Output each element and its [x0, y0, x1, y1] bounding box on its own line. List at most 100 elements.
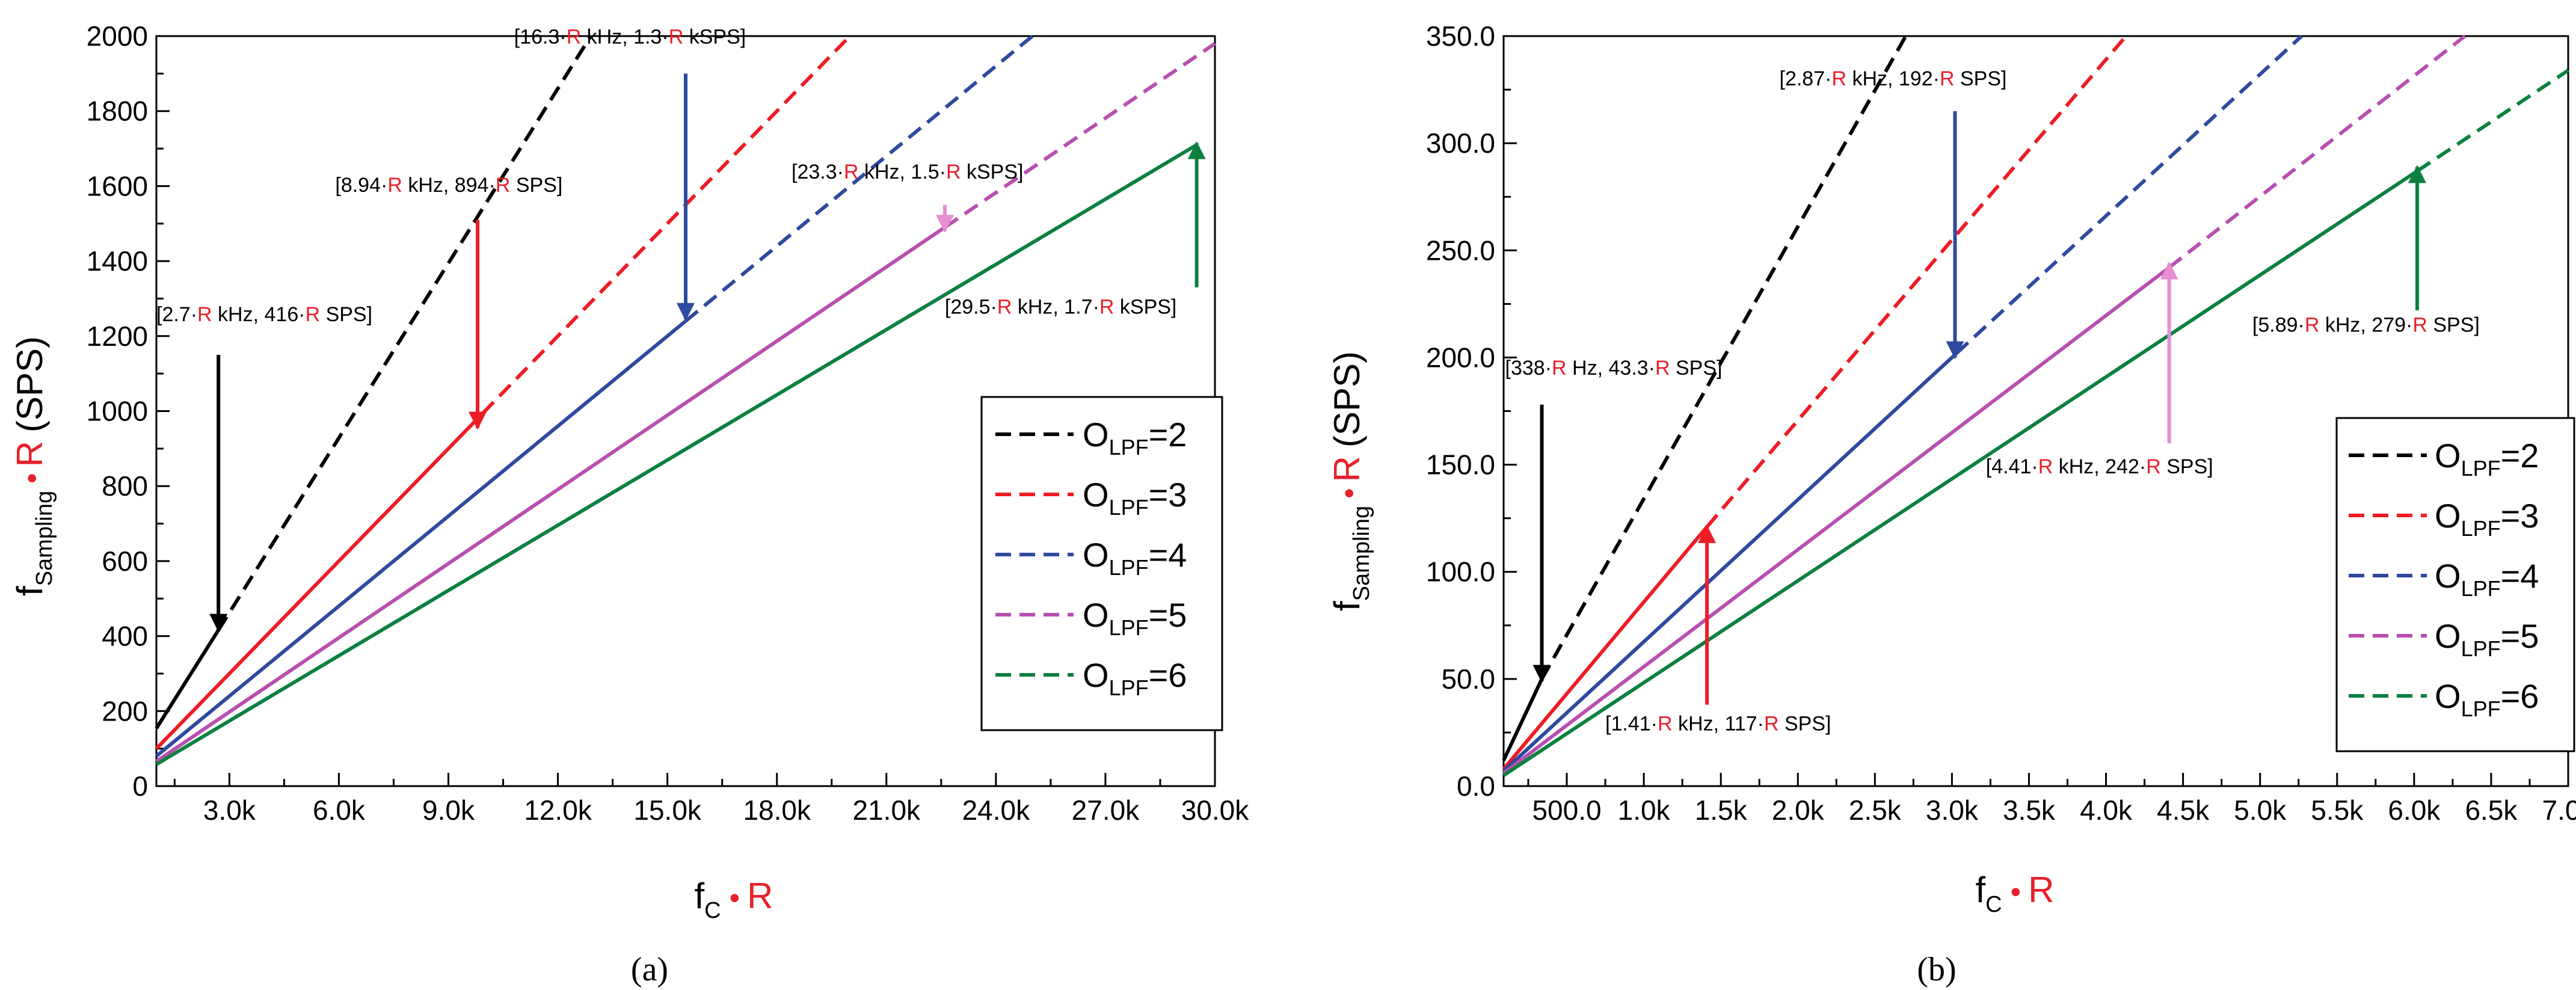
series-dashed-b-2	[1955, 34, 2303, 355]
y-tick-label-b: 250.0	[1426, 235, 1495, 266]
legend-entry-b-4: OLPF=6	[2349, 677, 2539, 721]
x-label-main: f	[695, 876, 705, 916]
annotation-label-b-1: [2.87·R kHz, 192·R SPS]	[1780, 67, 2007, 90]
series-dashed-b-0	[1540, 35, 1908, 680]
y-label-unit: (SPS)	[10, 336, 50, 432]
svg-text:OLPF=3: OLPF=3	[2435, 497, 2539, 541]
y-tick-label-a: 200	[102, 695, 148, 727]
legend-entry-b-0: OLPF=2	[2349, 437, 2539, 481]
x-tick-label-b: 4.0k	[2080, 795, 2133, 826]
annotation-label-a-0: [2.7·R kHz, 416·R SPS]	[156, 303, 372, 326]
svg-text:OLPF=6: OLPF=6	[1083, 656, 1187, 700]
x-tick-label-b: 6.0k	[2388, 795, 2441, 826]
series-solid-a-0	[155, 629, 220, 730]
x-tick-label-b: 500.0	[1532, 795, 1601, 826]
series-solid-a-4	[155, 143, 1198, 766]
series-solid-a-2	[155, 319, 687, 758]
x-label-sub: C	[704, 898, 721, 923]
y-tick-label-a: 800	[102, 470, 148, 502]
x-tick-label-b: 7.0k	[2542, 795, 2576, 826]
series-solid-a-1	[155, 412, 484, 750]
series-dashed-a-3	[944, 42, 1216, 229]
annotation-label-a-3: [23.3·R kHz, 1.5·R kSPS]	[792, 161, 1024, 183]
legend-entry-a-4: OLPF=6	[995, 656, 1187, 700]
svg-text:OLPF=6: OLPF=6	[2435, 677, 2539, 721]
svg-text:OLPF=2: OLPF=2	[1083, 416, 1187, 460]
y-label-sub: Sampling	[1349, 506, 1374, 601]
series-solid-b-3	[1502, 266, 2171, 775]
annotation-label-a-1: [8.94·R kHz, 894·R SPS]	[335, 174, 562, 197]
y-tick-label-b: 350.0	[1426, 20, 1495, 52]
x-tick-label-a: 12.0k	[524, 795, 592, 826]
series-solid-b-0	[1502, 678, 1544, 761]
annotation-label-b-3: [4.41·R kHz, 242·R SPS]	[1986, 455, 2213, 478]
series-dashed-b-3	[2168, 34, 2467, 269]
svg-text:fSampling•R(SPS): fSampling • R (SPS)	[10, 336, 57, 596]
legend-entry-b-1: OLPF=3	[2349, 497, 2539, 541]
x-tick-label-a: 24.0k	[962, 795, 1031, 826]
svg-text:OLPF=2: OLPF=2	[2435, 437, 2539, 481]
x-label-r: R	[2028, 870, 2054, 910]
x-tick-label-a: 3.0k	[203, 795, 256, 826]
y-tick-label-a: 1600	[87, 170, 148, 201]
x-tick-label-a: 30.0k	[1181, 795, 1250, 826]
y-tick-label-b: 150.0	[1426, 449, 1495, 481]
annotation-label-a-4: [29.5·R kHz, 1.7·R kSPS]	[945, 295, 1177, 318]
x-tick-label-a: 21.0k	[853, 795, 921, 826]
legend-entry-b-3: OLPF=5	[2349, 617, 2539, 661]
y-label-main: f	[10, 586, 50, 596]
legend-b: OLPF=2 OLPF=3 OLPF=4 OLPF=5 OLPF=6	[2335, 417, 2575, 752]
legend-entry-a-0: OLPF=2	[995, 416, 1187, 460]
series-dashed-b-4	[2416, 69, 2569, 173]
x-axis-label-a: fC • R	[695, 876, 773, 923]
x-tick-label-b: 4.5k	[2157, 795, 2210, 826]
series-solid-b-4	[1502, 169, 2418, 777]
y-tick-label-a: 400	[102, 621, 148, 652]
annotation-label-b-2: [1.41·R kHz, 117·R SPS]	[1605, 712, 1831, 735]
annotation-label-a-2: [16.3·R kHz, 1.3·R kSPS]	[514, 25, 746, 48]
y-tick-label-a: 1400	[87, 245, 148, 277]
y-axis-label-b: fSampling • R (SPS)	[1327, 351, 1374, 611]
x-tick-label-b: 3.0k	[1926, 795, 1979, 826]
svg-text:OLPF=3: OLPF=3	[1083, 476, 1187, 520]
y-tick-label-b: 0.0	[1457, 770, 1495, 802]
x-tick-label-b: 5.0k	[2234, 795, 2287, 826]
panel-a: 0 200 400 600 800 1000 1200 1400 1600 1800 2000 3.0…	[10, 20, 1249, 988]
y-label-unit: (SPS)	[1327, 351, 1367, 447]
y-label-r: R	[10, 441, 50, 467]
y-tick-label-a: 600	[102, 546, 148, 577]
legend-entry-a-2: OLPF=4	[995, 536, 1187, 580]
x-label-r: R	[747, 876, 773, 916]
legend-entry-a-1: OLPF=3	[995, 476, 1187, 520]
y-tick-label-b: 100.0	[1426, 556, 1495, 588]
svg-text:OLPF=4: OLPF=4	[1083, 536, 1187, 580]
y-label-bullet: •	[1332, 488, 1366, 499]
series-dashed-a-1	[481, 34, 852, 415]
series-solid-b-2	[1502, 352, 1958, 773]
series-dashed-a-0	[217, 35, 592, 632]
legend-a: OLPF=2 OLPF=3 OLPF=4 OLPF=5 OLPF=6	[980, 396, 1223, 731]
x-tick-label-b: 1.5k	[1695, 795, 1748, 826]
svg-text:OLPF=5: OLPF=5	[2435, 617, 2539, 661]
y-tick-label-b: 200.0	[1426, 342, 1495, 373]
svg-text:OLPF=5: OLPF=5	[1083, 596, 1187, 640]
x-tick-label-b: 3.5k	[2003, 795, 2056, 826]
x-label-bullet: •	[2011, 875, 2021, 909]
y-axis-label-a: fSampling • R (SPS)	[10, 336, 57, 596]
panel-b: 0.0 50.0 100.0 150.0 200.0 250.0 300.0 350.0 500…	[1327, 20, 2576, 988]
y-label-sub: Sampling	[32, 491, 57, 586]
y-tick-label-b: 50.0	[1441, 663, 1495, 695]
series-solid-a-3	[155, 226, 946, 763]
legend-entry-a-3: OLPF=5	[995, 596, 1187, 640]
y-tick-label-a: 1000	[87, 396, 148, 427]
y-tick-label-a: 1800	[87, 96, 148, 127]
y-tick-label-a: 1200	[87, 321, 148, 352]
x-tick-label-a: 6.0k	[313, 795, 366, 826]
legend-entry-b-2: OLPF=4	[2349, 557, 2539, 601]
y-tick-label-a: 0	[132, 770, 148, 802]
y-label-r: R	[1327, 456, 1367, 482]
caption-b: (b)	[1917, 951, 1956, 988]
x-tick-label-a: 15.0k	[633, 795, 702, 826]
plot-area-b: 0.0 50.0 100.0 150.0 200.0 250.0 300.0 350.0 500…	[1426, 20, 2576, 826]
series-dashed-a-2	[684, 34, 1034, 323]
